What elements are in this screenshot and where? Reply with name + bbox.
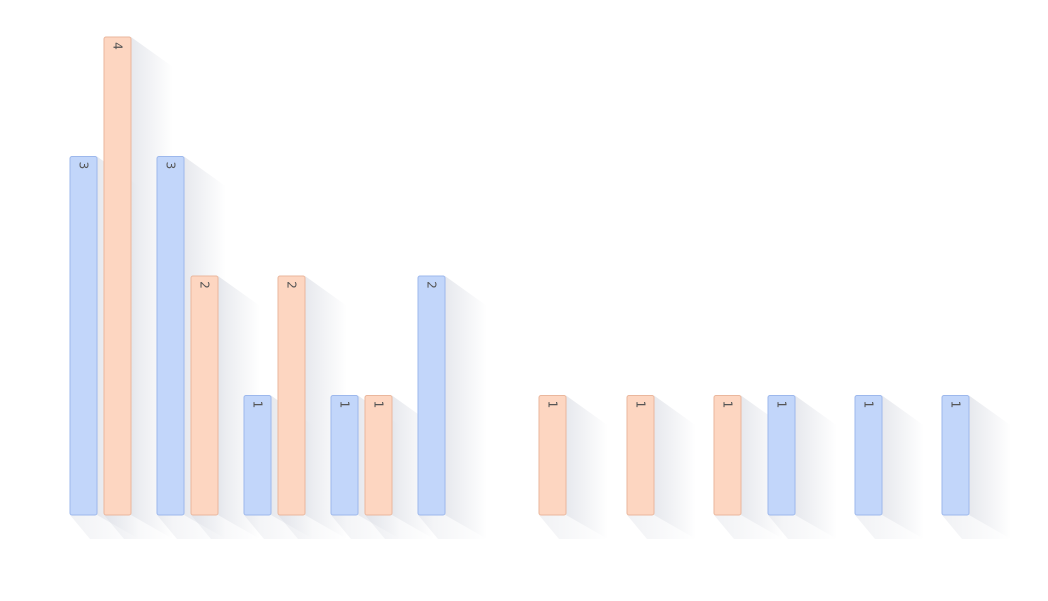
bar[interactable] <box>103 36 132 516</box>
bar[interactable] <box>190 275 219 516</box>
bar-value-label: 2 <box>425 281 439 289</box>
bar-floor-shadow <box>418 515 487 539</box>
bar-value-label: 4 <box>111 42 125 50</box>
bar-value-label: 1 <box>546 401 560 409</box>
bar-shadow <box>969 395 1011 539</box>
bar-floor-shadow <box>365 515 434 539</box>
bar-floor-shadow <box>191 515 260 539</box>
bar-floor-shadow <box>768 515 837 539</box>
bar[interactable] <box>277 275 306 516</box>
bar-shadow <box>566 395 608 539</box>
bar-shadow <box>654 395 696 539</box>
bar[interactable] <box>941 395 970 516</box>
bar-value-label: 1 <box>338 401 352 409</box>
bar[interactable] <box>626 395 655 516</box>
bar-value-label: 1 <box>372 401 386 409</box>
bar-value-label: 2 <box>198 281 212 289</box>
bar[interactable] <box>69 156 98 516</box>
bar[interactable] <box>364 395 393 516</box>
bar[interactable] <box>417 275 446 516</box>
bar-value-label: 1 <box>634 401 648 409</box>
bar-floor-shadow <box>714 515 783 539</box>
bar[interactable] <box>538 395 567 516</box>
bar-shadow <box>795 395 837 539</box>
bar-value-label: 1 <box>949 401 963 409</box>
bar-value-label: 1 <box>862 401 876 409</box>
bar-floor-shadow <box>627 515 696 539</box>
bar[interactable] <box>243 395 272 516</box>
bar[interactable] <box>854 395 883 516</box>
bar[interactable] <box>767 395 796 516</box>
bar-value-label: 3 <box>164 162 178 170</box>
bar-shadow <box>445 276 487 539</box>
bar[interactable] <box>330 395 359 516</box>
bar-floor-shadow <box>855 515 924 539</box>
bar-value-label: 1 <box>775 401 789 409</box>
bar-floor-shadow <box>539 515 608 539</box>
bars <box>69 36 970 516</box>
bar-value-label: 3 <box>77 162 91 170</box>
bar-value-label: 1 <box>251 401 265 409</box>
bar-floor-shadow <box>278 515 347 539</box>
data-labels: 3 4 3 2 1 2 1 1 2 1 1 1 1 1 1 <box>77 42 963 408</box>
bar-shadow <box>882 395 924 539</box>
bar-floor-shadow <box>942 515 1011 539</box>
bar-floor-shadow <box>104 515 173 539</box>
bar-value-label: 1 <box>721 401 735 409</box>
bar[interactable] <box>156 156 185 516</box>
bar-value-label: 2 <box>285 281 299 289</box>
bar[interactable] <box>713 395 742 516</box>
